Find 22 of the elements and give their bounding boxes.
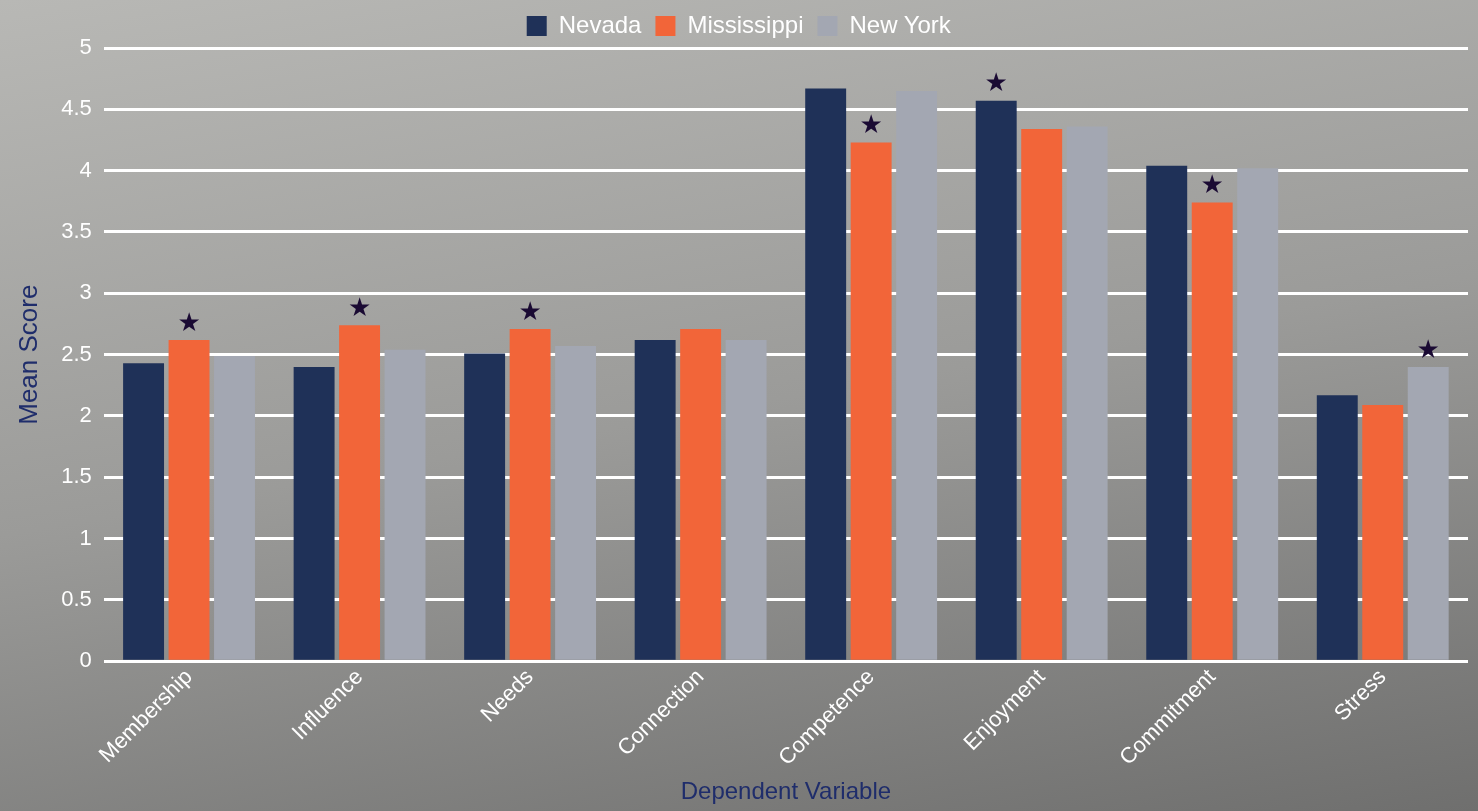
legend-label: New York [849,10,952,38]
data-label: ★ [1200,169,1224,200]
y-tick-label: 3 [79,279,92,305]
data-label: ★ [177,306,201,337]
y-tick-label: 0.5 [61,586,92,612]
y-tick-label: 3.5 [61,218,92,244]
legend-label: Mississippi [687,10,804,38]
y-tick-label: 4.5 [61,95,92,121]
data-label: ★ [347,291,372,322]
y-tick-label: 2.5 [61,340,92,366]
legend-label: Nevada [558,10,643,38]
y-tick-label: 2 [79,402,92,428]
data-label: ★ [518,295,542,326]
y-tick-label: 1 [79,524,92,550]
y-tick-label: 0 [79,647,92,673]
y-axis-title: Mean Score [12,284,43,425]
y-tick-label: 4 [79,156,92,182]
y-tick-label: 5 [79,34,92,60]
x-axis-title: Dependent Variable [680,777,892,805]
data-label: ★ [984,67,1008,98]
data-label: ★ [859,109,883,140]
y-tick-label: 1.5 [61,463,92,489]
